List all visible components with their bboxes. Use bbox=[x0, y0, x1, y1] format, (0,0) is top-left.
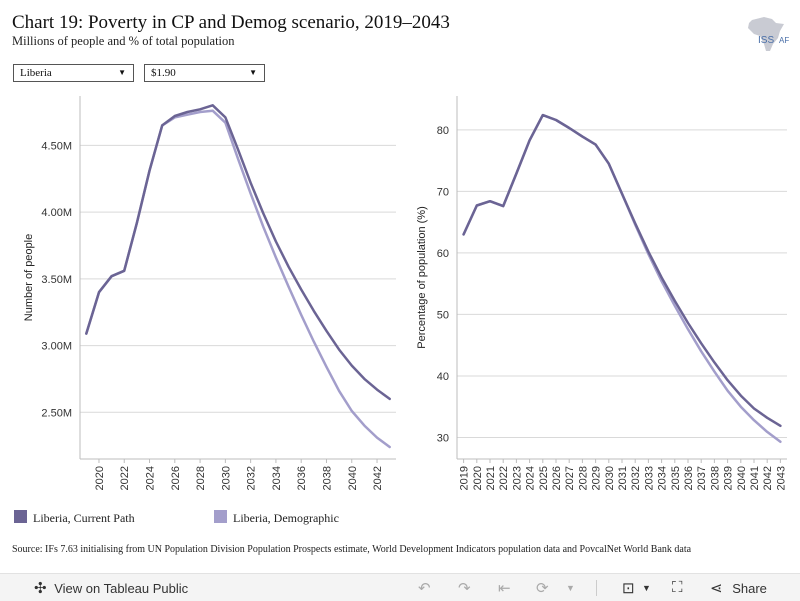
x-tick-label: 2029 bbox=[591, 466, 603, 490]
x-tick-label: 2043 bbox=[775, 466, 787, 490]
x-tick-label: 2032 bbox=[246, 466, 258, 490]
y-tick-label: 3.00M bbox=[41, 341, 72, 353]
download-icon[interactable]: ⊡ bbox=[622, 580, 635, 597]
x-tick-label: 2040 bbox=[347, 466, 359, 490]
tableau-logo-icon: ✣ bbox=[34, 580, 47, 597]
x-tick-label: 2041 bbox=[749, 466, 761, 490]
chart-title: Chart 19: Poverty in CP and Demog scenar… bbox=[12, 12, 450, 33]
x-tick-label: 2027 bbox=[564, 466, 576, 490]
x-tick-label: 2030 bbox=[220, 466, 232, 490]
x-tick-label: 2022 bbox=[498, 466, 510, 490]
x-tick-label: 2038 bbox=[321, 466, 333, 490]
y-tick-label: 80 bbox=[437, 125, 449, 137]
x-tick-label: 2031 bbox=[617, 466, 629, 490]
fullscreen-icon[interactable]: ⛶ bbox=[672, 579, 683, 596]
legend-label-current-path: Liberia, Current Path bbox=[33, 511, 135, 525]
y-axis-title: Percentage of population (%) bbox=[416, 206, 428, 348]
x-tick-label: 2020 bbox=[472, 466, 484, 490]
x-tick-label: 2036 bbox=[683, 466, 695, 490]
y-tick-label: 2.50M bbox=[41, 407, 72, 419]
y-tick-label: 3.50M bbox=[41, 274, 72, 286]
x-tick-label: 2020 bbox=[94, 466, 106, 490]
x-tick-label: 2033 bbox=[643, 466, 655, 490]
x-tick-label: 2040 bbox=[736, 466, 748, 490]
toolbar-divider bbox=[596, 580, 597, 596]
y-tick-label: 50 bbox=[437, 309, 449, 321]
legend-swatch-current-path bbox=[14, 510, 27, 523]
view-on-tableau-link[interactable]: ✣ View on Tableau Public bbox=[34, 579, 188, 597]
y-tick-label: 4.00M bbox=[41, 207, 72, 219]
dropdown-arrow-icon: ▼ bbox=[249, 68, 257, 77]
country-select[interactable]: Liberia ▼ bbox=[13, 64, 134, 82]
x-tick-label: 2042 bbox=[372, 466, 384, 490]
undo-icon[interactable]: ↶ bbox=[418, 580, 431, 597]
share-label: Share bbox=[732, 581, 767, 596]
view-on-tableau-label: View on Tableau Public bbox=[54, 581, 189, 596]
share-icon: ⋖ bbox=[710, 580, 723, 597]
legend-label-demographic: Liberia, Demographic bbox=[233, 511, 339, 525]
y-tick-label: 40 bbox=[437, 371, 449, 383]
x-tick-label: 2030 bbox=[604, 466, 616, 490]
x-tick-label: 2037 bbox=[696, 466, 708, 490]
dropdown-arrow-icon: ▼ bbox=[118, 68, 126, 77]
x-tick-label: 2024 bbox=[525, 466, 537, 490]
series-line-current-path bbox=[85, 104, 391, 401]
download-menu-chevron-icon[interactable]: ▼ bbox=[642, 583, 651, 593]
share-button[interactable]: ⋖ Share bbox=[710, 579, 767, 597]
y-tick-label: 70 bbox=[437, 186, 449, 198]
x-tick-label: 2019 bbox=[459, 466, 471, 490]
y-tick-label: 4.50M bbox=[41, 140, 72, 152]
x-tick-label: 2028 bbox=[577, 466, 589, 490]
series-line-current-path bbox=[462, 113, 782, 428]
revert-icon[interactable]: ⇤ bbox=[498, 580, 511, 597]
y-axis-title: Number of people bbox=[23, 234, 35, 321]
issafrica-logo: ISS AF bbox=[748, 17, 789, 51]
x-tick-label: 2034 bbox=[657, 466, 669, 490]
refresh-icon[interactable]: ⟳ bbox=[536, 580, 549, 597]
source-note: Source: IFs 7.63 initialising from UN Po… bbox=[12, 544, 692, 555]
country-select-value: Liberia bbox=[20, 67, 52, 79]
poverty-line-select-value: $1.90 bbox=[151, 67, 176, 79]
x-tick-label: 2035 bbox=[670, 466, 682, 490]
y-tick-label: 60 bbox=[437, 248, 449, 260]
logo-af-text: AF bbox=[779, 36, 789, 45]
series-line-demographic bbox=[462, 113, 782, 444]
x-tick-label: 2026 bbox=[551, 466, 563, 490]
legend-item-demographic[interactable]: Liberia, Demographic bbox=[214, 510, 339, 526]
legend-item-current-path[interactable]: Liberia, Current Path bbox=[14, 510, 135, 526]
chart-subtitle: Millions of people and % of total popula… bbox=[12, 34, 235, 48]
tableau-toolbar: ✣ View on Tableau Public ↶ ↷ ⇤ ⟳ ▼ ⊡ ▼ ⛶… bbox=[0, 573, 800, 601]
x-tick-label: 2024 bbox=[145, 466, 157, 490]
x-tick-label: 2032 bbox=[630, 466, 642, 490]
x-tick-label: 2021 bbox=[485, 466, 497, 490]
x-tick-label: 2042 bbox=[762, 466, 774, 490]
poverty-line-select[interactable]: $1.90 ▼ bbox=[144, 64, 265, 82]
x-tick-label: 2036 bbox=[296, 466, 308, 490]
x-tick-label: 2034 bbox=[271, 466, 283, 490]
redo-icon[interactable]: ↷ bbox=[458, 580, 471, 597]
x-tick-label: 2022 bbox=[119, 466, 131, 490]
logo-iss-text: ISS bbox=[758, 35, 774, 46]
x-tick-label: 2039 bbox=[723, 466, 735, 490]
legend-swatch-demographic bbox=[214, 510, 227, 523]
africa-map-icon bbox=[748, 17, 784, 51]
refresh-menu-chevron-icon[interactable]: ▼ bbox=[566, 583, 575, 593]
x-tick-label: 2026 bbox=[170, 466, 182, 490]
x-tick-label: 2028 bbox=[195, 466, 207, 490]
x-tick-label: 2025 bbox=[538, 466, 550, 490]
x-tick-label: 2023 bbox=[511, 466, 523, 490]
x-tick-label: 2038 bbox=[709, 466, 721, 490]
y-tick-label: 30 bbox=[437, 432, 449, 444]
